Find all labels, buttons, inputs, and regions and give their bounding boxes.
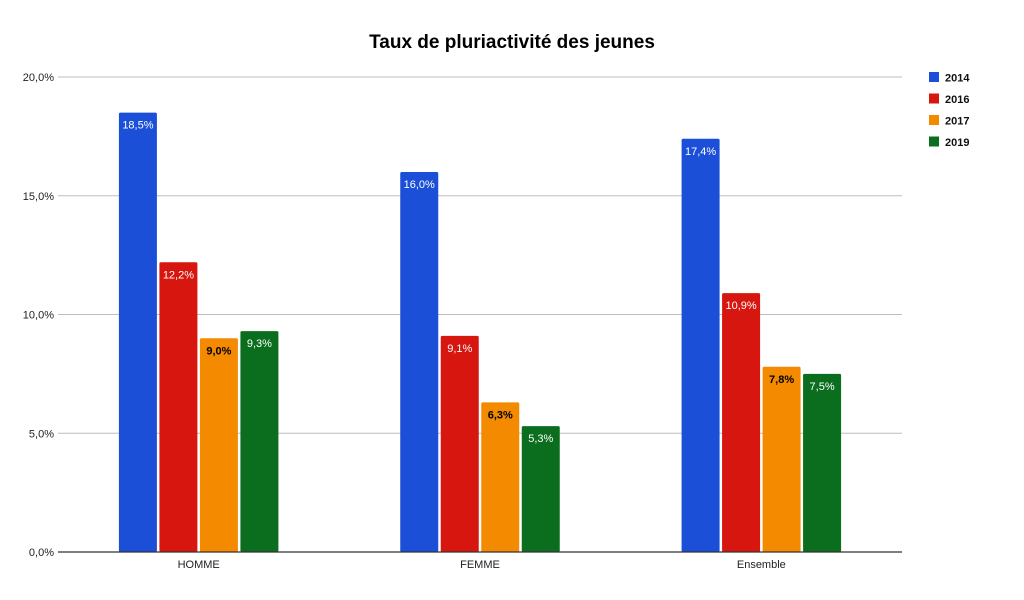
bars <box>118 112 842 552</box>
y-axis-ticks: 0,0% 5,0% 10,0% 15,0% 20,0% <box>23 72 54 559</box>
legend-swatch <box>929 93 939 104</box>
data-labels: 18,5% 12,2% 9,0% 9,3% 16,0% 9,1% 6,3% 5,3% 17,4%… <box>122 120 835 446</box>
x-category-label: HOMME <box>178 559 220 571</box>
gridlines <box>58 76 902 434</box>
data-label: 5,3% <box>528 433 553 445</box>
data-label: 10,9% <box>725 300 756 312</box>
bar <box>199 338 238 552</box>
bar <box>440 335 479 552</box>
y-tick-label: 5,0% <box>29 428 54 440</box>
bar <box>240 331 279 552</box>
x-category-label: Ensemble <box>737 559 786 571</box>
bar <box>159 262 198 552</box>
legend-swatch <box>929 115 939 125</box>
data-label: 9,0% <box>206 345 231 357</box>
bar <box>722 293 761 552</box>
data-label: 9,3% <box>247 338 272 350</box>
y-tick-label: 0,0% <box>29 547 54 559</box>
bar <box>481 402 520 552</box>
bar <box>762 366 801 552</box>
data-label: 16,0% <box>404 179 435 191</box>
y-tick-label: 10,0% <box>23 310 54 322</box>
legend-label: 2019 <box>945 137 969 149</box>
x-axis-categories: HOMME FEMME Ensemble <box>178 559 786 571</box>
y-tick-label: 15,0% <box>23 191 54 203</box>
legend-label: 2014 <box>945 73 970 85</box>
data-label: 7,5% <box>810 381 835 393</box>
data-label: 9,1% <box>447 343 472 355</box>
bar <box>400 172 439 552</box>
legend-label: 2016 <box>945 94 969 106</box>
legend-swatch <box>929 72 939 82</box>
y-tick-label: 20,0% <box>23 72 54 84</box>
legend: 2014 2016 2017 2019 <box>929 72 970 149</box>
bar <box>681 138 720 552</box>
data-label: 17,4% <box>685 146 716 158</box>
legend-swatch <box>929 136 939 147</box>
data-label: 6,3% <box>488 409 513 421</box>
legend-label: 2017 <box>945 116 969 128</box>
bar <box>118 112 157 552</box>
data-label: 7,8% <box>769 374 794 386</box>
x-category-label: FEMME <box>460 559 500 571</box>
bar <box>521 426 560 552</box>
chart-title: Taux de pluriactivité des jeunes <box>369 32 655 53</box>
bar <box>803 373 842 552</box>
data-label: 12,2% <box>163 269 194 281</box>
data-label: 18,5% <box>122 120 153 132</box>
